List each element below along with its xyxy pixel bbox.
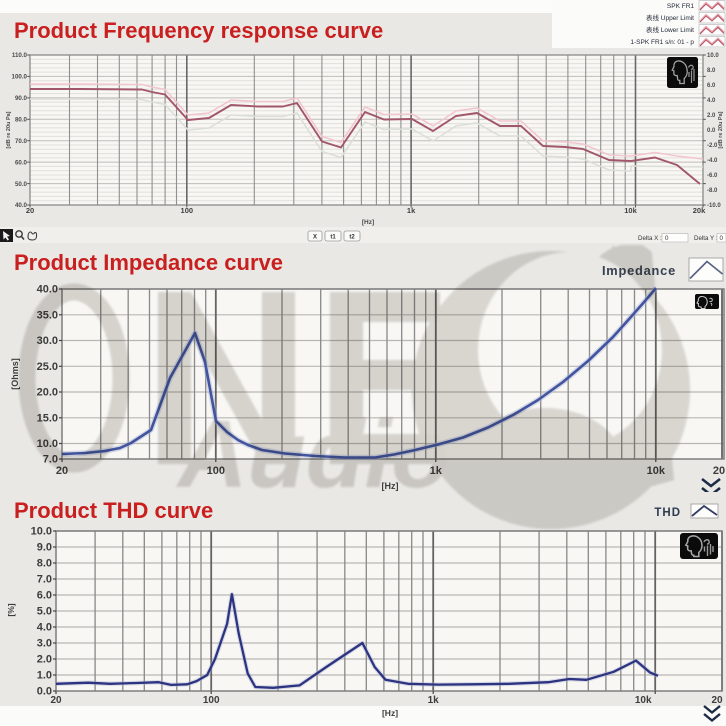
svg-text:1k: 1k bbox=[428, 695, 440, 706]
svg-text:X: X bbox=[313, 234, 317, 240]
svg-text:[Hz]: [Hz] bbox=[382, 708, 398, 718]
svg-text:100.0: 100.0 bbox=[12, 74, 28, 81]
svg-text:70.0: 70.0 bbox=[15, 138, 28, 145]
svg-text:1.0: 1.0 bbox=[37, 670, 52, 682]
svg-text:[%]: [%] bbox=[6, 603, 16, 616]
svg-text:-8.0: -8.0 bbox=[707, 188, 718, 194]
svg-text:50.0: 50.0 bbox=[15, 181, 28, 188]
svg-text:-6.0: -6.0 bbox=[707, 173, 718, 179]
svg-text:t2: t2 bbox=[349, 234, 355, 240]
svg-text:-10.0: -10.0 bbox=[707, 203, 721, 209]
svg-text:[dB re 20u Pa]: [dB re 20u Pa] bbox=[6, 111, 12, 148]
svg-text:7.0: 7.0 bbox=[37, 574, 52, 586]
svg-text:20k: 20k bbox=[693, 206, 706, 215]
svg-text:5.0: 5.0 bbox=[37, 606, 52, 618]
svg-text:0.0: 0.0 bbox=[707, 128, 716, 134]
svg-text:SPK FR1: SPK FR1 bbox=[667, 3, 694, 10]
svg-text:110.0: 110.0 bbox=[12, 52, 28, 59]
svg-text:[Hz]: [Hz] bbox=[382, 481, 399, 491]
svg-text:1k: 1k bbox=[407, 206, 416, 215]
svg-text:20: 20 bbox=[26, 206, 34, 215]
svg-text:6.0: 6.0 bbox=[707, 83, 716, 89]
svg-text:20.0: 20.0 bbox=[37, 387, 58, 399]
svg-text:表线 Upper Limit: 表线 Upper Limit bbox=[646, 13, 694, 22]
svg-text:[Ohms]: [Ohms] bbox=[10, 358, 20, 390]
svg-text:80.0: 80.0 bbox=[15, 117, 28, 124]
svg-text:0.0: 0.0 bbox=[37, 686, 52, 698]
svg-text:0: 0 bbox=[720, 235, 724, 242]
svg-text:10k: 10k bbox=[624, 206, 637, 215]
svg-text:Audio: Audio bbox=[176, 401, 450, 508]
svg-text:4.0: 4.0 bbox=[707, 98, 716, 104]
svg-text:3.0: 3.0 bbox=[37, 638, 52, 650]
svg-text:10k: 10k bbox=[635, 695, 652, 706]
svg-text:9.0: 9.0 bbox=[37, 542, 52, 554]
svg-text:20: 20 bbox=[713, 465, 725, 477]
svg-text:0: 0 bbox=[665, 235, 669, 242]
svg-text:90.0: 90.0 bbox=[15, 95, 28, 102]
svg-text:8.0: 8.0 bbox=[37, 558, 52, 570]
svg-text:4.0: 4.0 bbox=[37, 622, 52, 634]
svg-text:t1: t1 bbox=[330, 234, 336, 240]
svg-text:[dB re 20u Pa]: [dB re 20u Pa] bbox=[718, 111, 724, 148]
svg-text:100: 100 bbox=[207, 465, 225, 477]
svg-text:20: 20 bbox=[50, 695, 62, 706]
svg-text:25.0: 25.0 bbox=[37, 361, 58, 373]
svg-text:40.0: 40.0 bbox=[15, 202, 28, 209]
svg-text:8.0: 8.0 bbox=[707, 68, 716, 74]
svg-text:6.0: 6.0 bbox=[37, 590, 52, 602]
svg-text:20: 20 bbox=[711, 695, 723, 706]
svg-text:-4.0: -4.0 bbox=[707, 158, 718, 164]
svg-text:10.0: 10.0 bbox=[31, 526, 52, 538]
svg-text:Delta Y :: Delta Y : bbox=[694, 235, 718, 242]
svg-text:60.0: 60.0 bbox=[15, 159, 28, 166]
svg-text:1-SPK FR1 s/n: 01 - p: 1-SPK FR1 s/n: 01 - p bbox=[630, 39, 694, 46]
svg-text:THD: THD bbox=[654, 507, 681, 519]
svg-text:100: 100 bbox=[181, 206, 194, 215]
svg-text:[Hz]: [Hz] bbox=[362, 219, 374, 226]
svg-text:表线 Lower Limit: 表线 Lower Limit bbox=[646, 25, 694, 34]
svg-text:2.0: 2.0 bbox=[37, 654, 52, 666]
svg-text:2.0: 2.0 bbox=[707, 113, 716, 119]
svg-text:-2.0: -2.0 bbox=[707, 143, 718, 149]
svg-text:100: 100 bbox=[203, 695, 220, 706]
svg-text:30.0: 30.0 bbox=[37, 335, 58, 347]
svg-text:Delta X :: Delta X : bbox=[638, 235, 662, 242]
svg-text:10.0: 10.0 bbox=[707, 53, 719, 59]
